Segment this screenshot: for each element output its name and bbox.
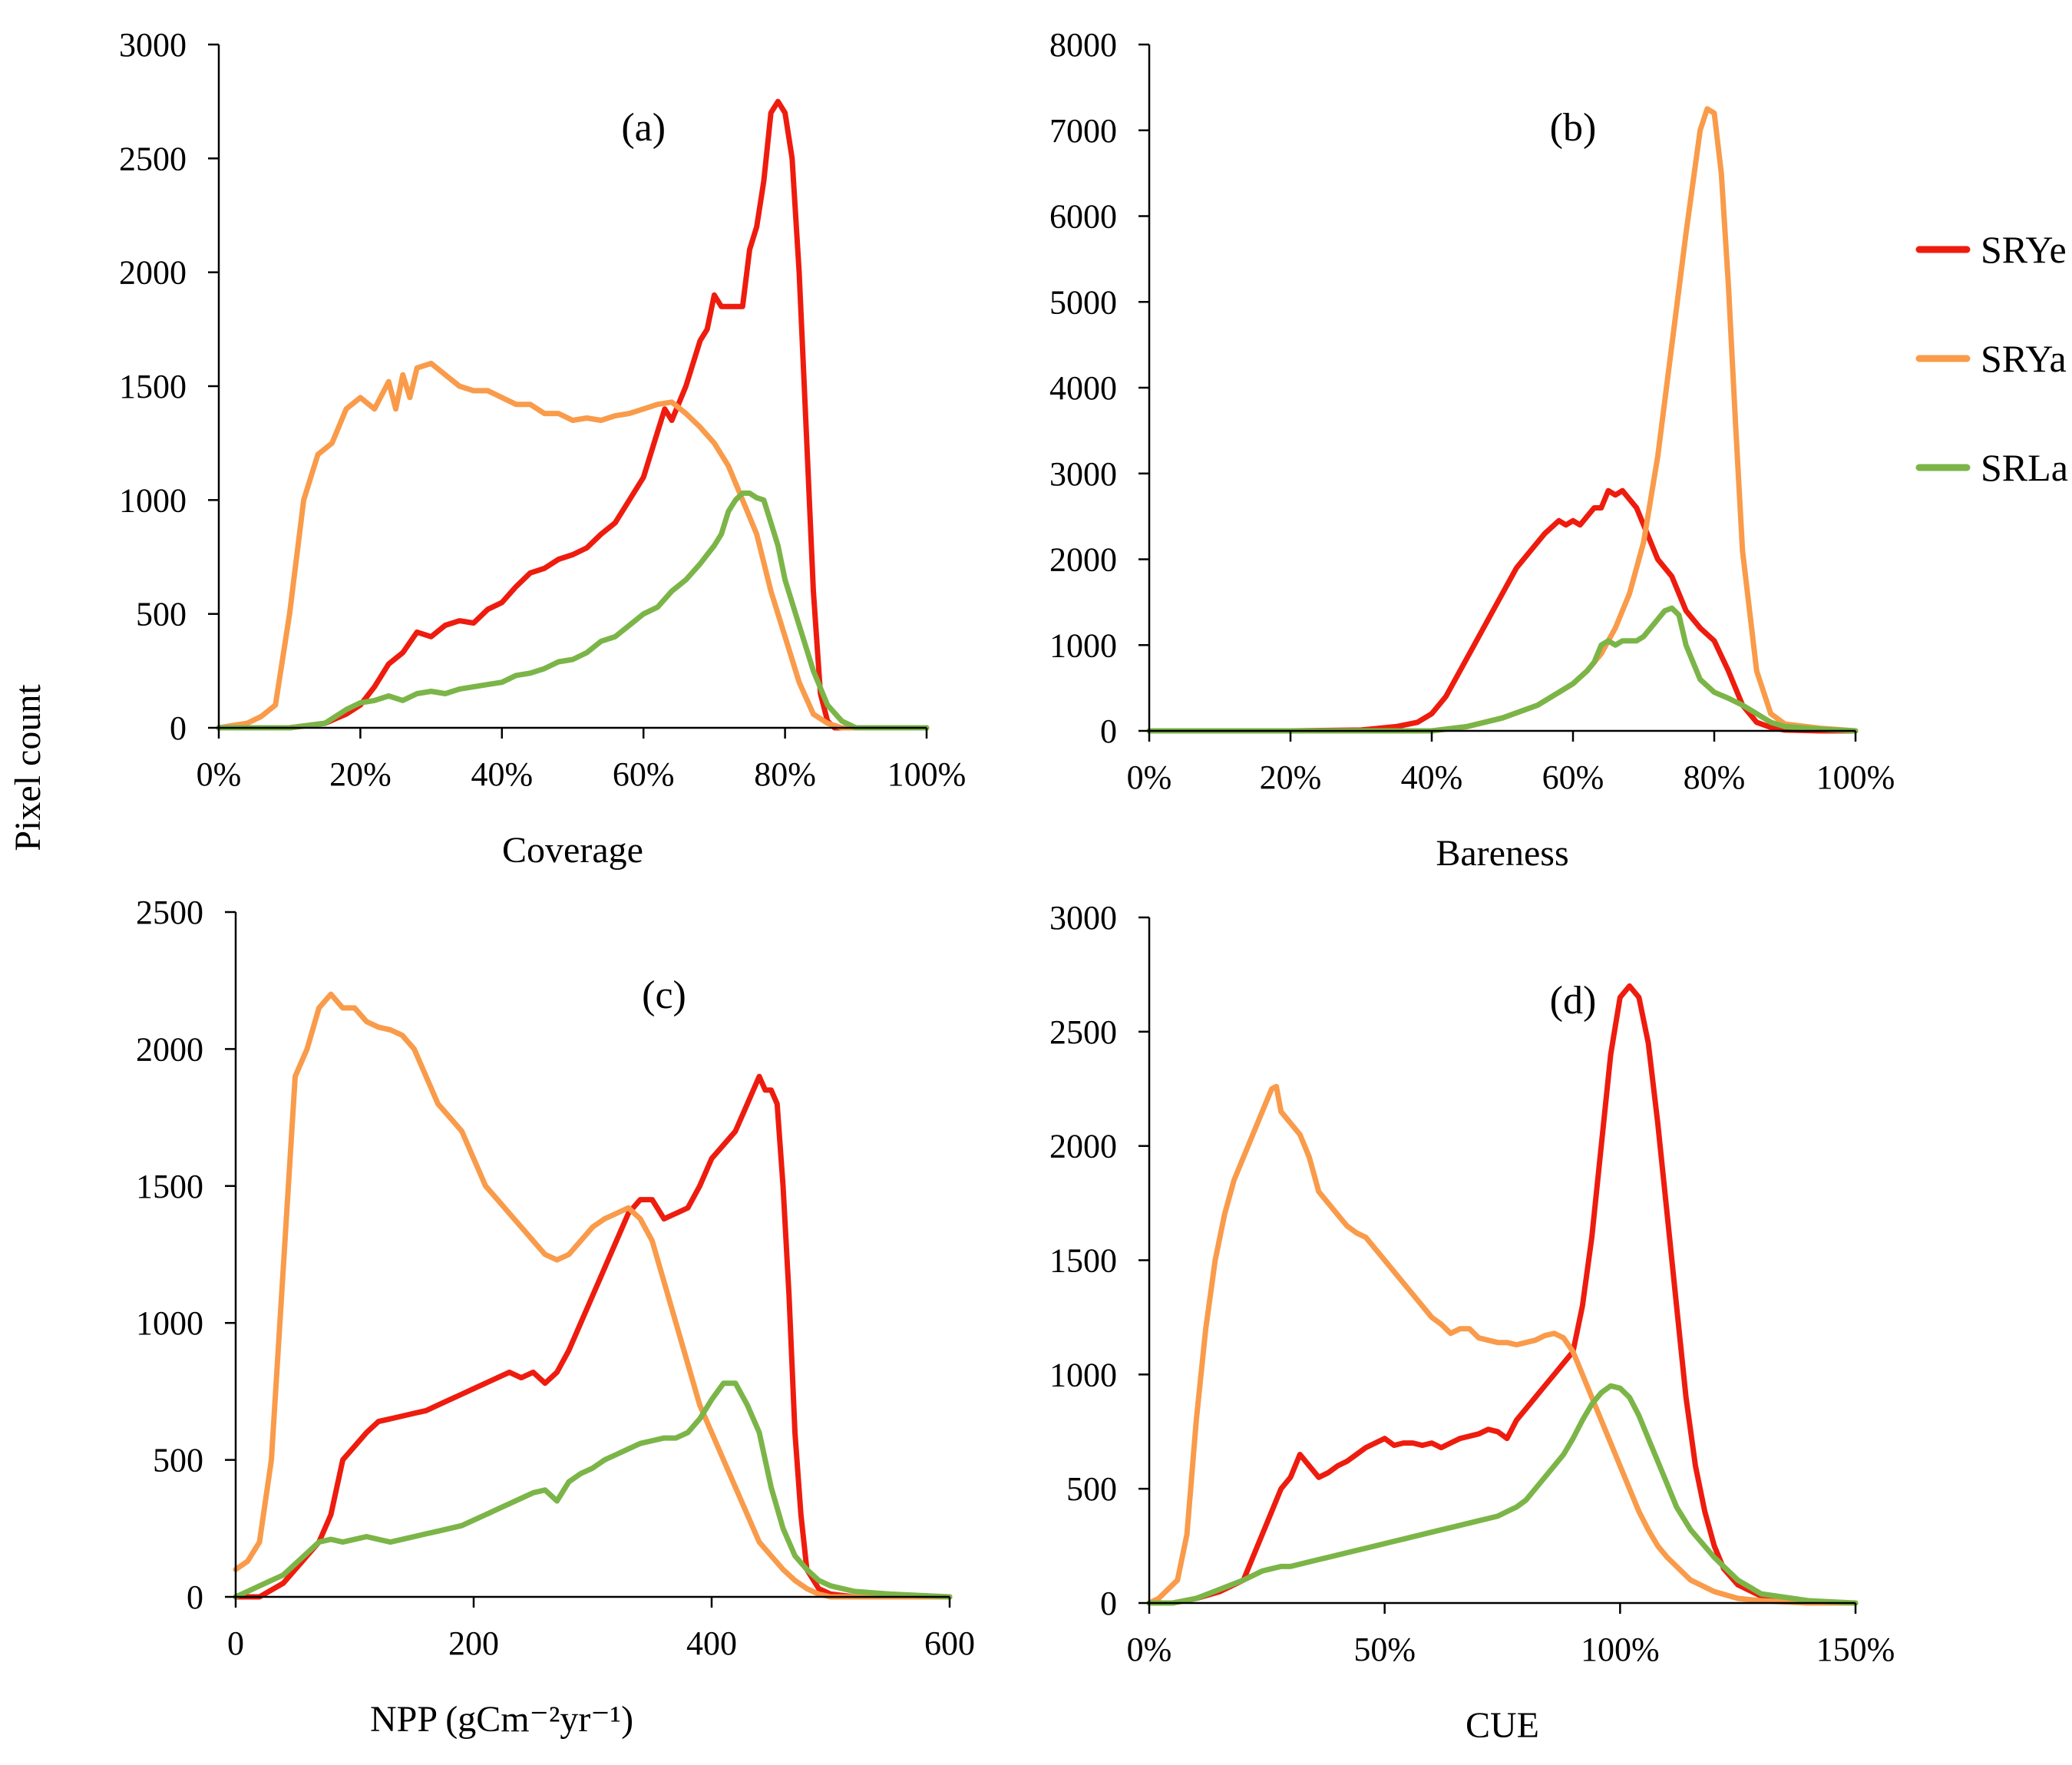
x-tick-label: 600	[924, 1625, 975, 1662]
x-tick-label: 60%	[613, 755, 675, 793]
y-tick-label: 500	[1066, 1470, 1117, 1508]
y-tick-label: 1500	[119, 368, 187, 405]
y-tick-label: 3000	[1049, 899, 1117, 937]
x-axis-title: Coverage	[502, 830, 643, 871]
y-tick-label: 1000	[1049, 1356, 1117, 1393]
y-tick-label: 1000	[1049, 626, 1117, 664]
series-line-srya	[233, 991, 953, 1600]
panel-label: (c)	[642, 973, 686, 1017]
y-tick-label: 2500	[1049, 1013, 1117, 1051]
x-tick-label: 40%	[471, 755, 533, 793]
y-tick-label: 500	[153, 1442, 203, 1479]
y-tick-label: 2000	[1049, 541, 1117, 579]
series-line-srla	[233, 1380, 953, 1600]
x-tick-label: 400	[686, 1625, 737, 1662]
x-tick-label: 40%	[1401, 759, 1463, 796]
x-tick-label: 0%	[197, 755, 242, 793]
legend-label: SRYe	[1981, 228, 2067, 271]
x-tick-label: 50%	[1353, 1631, 1416, 1668]
x-axis-title: CUE	[1466, 1705, 1539, 1746]
legend-item-srla: SRLa	[1915, 446, 2068, 489]
series-line-srye	[1146, 488, 1859, 734]
y-tick-label: 1500	[1049, 1242, 1117, 1280]
chart-panel-3: 0 500 1000 1500 2000 2500 0 200 400 600 NPP (gCm⁻²…	[136, 894, 975, 1740]
y-tick-label: 0	[1100, 1585, 1117, 1622]
x-tick-label: 100%	[1581, 1631, 1660, 1668]
series-line-srya	[1146, 106, 1859, 734]
y-tick-label: 5000	[1049, 283, 1117, 321]
x-axis-title: NPP (gCm⁻²yr⁻¹)	[370, 1699, 633, 1740]
series-line-srya	[216, 360, 930, 731]
y-tick-label: 7000	[1049, 112, 1117, 150]
x-tick-label: 80%	[754, 755, 816, 793]
panel-label: (d)	[1550, 979, 1597, 1023]
legend-item-srya: SRYa	[1915, 337, 2067, 380]
series-line-srye	[1146, 983, 1859, 1606]
y-tick-label: 4000	[1049, 369, 1117, 407]
series-line-srla	[216, 490, 930, 731]
panel-label: (a)	[621, 106, 666, 150]
x-tick-label: 20%	[1260, 759, 1322, 796]
y-tick-label: 2000	[1049, 1128, 1117, 1165]
y-tick-label: 0	[170, 709, 187, 747]
y-tick-label: 2000	[136, 1030, 203, 1068]
series-line-srye	[216, 98, 930, 731]
chart-panel-1: 0 500 1000 1500 2000 2500 3000 0% 20% 40% 60% 80% 10…	[119, 26, 966, 871]
y-tick-label: 2500	[119, 140, 187, 177]
y-tick-label: 1000	[136, 1304, 203, 1342]
legend-label: SRLa	[1981, 446, 2068, 489]
legend-item-srye: SRYe	[1915, 228, 2067, 271]
series-line-srya	[1146, 1083, 1859, 1606]
y-tick-label: 3000	[1049, 455, 1117, 493]
y-tick-label: 500	[136, 596, 187, 633]
y-axis-title: Pixel count	[8, 684, 48, 851]
chart-panel-4: 0 500 1000 1500 2000 2500 3000 0% 50% 100% 150% CUE…	[1049, 899, 1895, 1746]
x-tick-label: 150%	[1816, 1631, 1895, 1668]
chart-panel-2: 0 1000 2000 3000 4000 5000 6000 7000 8000 0% 20% 40…	[1049, 26, 1895, 874]
series-line-srla	[1146, 1383, 1859, 1606]
series-line-srye	[233, 1073, 953, 1600]
x-axis-title: Bareness	[1436, 833, 1568, 874]
series-line-srla	[1146, 605, 1859, 734]
y-tick-label: 0	[1100, 712, 1117, 750]
y-tick-label: 3000	[119, 26, 187, 64]
x-tick-label: 0	[227, 1625, 244, 1662]
y-tick-label: 8000	[1049, 26, 1117, 64]
x-tick-label: 20%	[329, 755, 392, 793]
x-tick-label: 100%	[887, 755, 967, 793]
x-tick-label: 0%	[1127, 1631, 1172, 1668]
y-tick-label: 2500	[136, 894, 203, 931]
x-tick-label: 100%	[1816, 759, 1895, 796]
y-tick-label: 1000	[119, 481, 187, 519]
y-tick-label: 6000	[1049, 198, 1117, 236]
x-tick-label: 200	[448, 1625, 499, 1662]
legend-label: SRYa	[1981, 337, 2067, 380]
legend: SRYe SRYa SRLa	[1915, 228, 2068, 489]
y-tick-label: 0	[187, 1578, 203, 1616]
y-tick-label: 2000	[119, 254, 187, 292]
x-tick-label: 80%	[1684, 759, 1746, 796]
panel-label: (b)	[1550, 106, 1597, 150]
x-tick-label: 60%	[1542, 759, 1604, 796]
y-tick-label: 1500	[136, 1168, 203, 1205]
x-tick-label: 0%	[1127, 759, 1172, 796]
